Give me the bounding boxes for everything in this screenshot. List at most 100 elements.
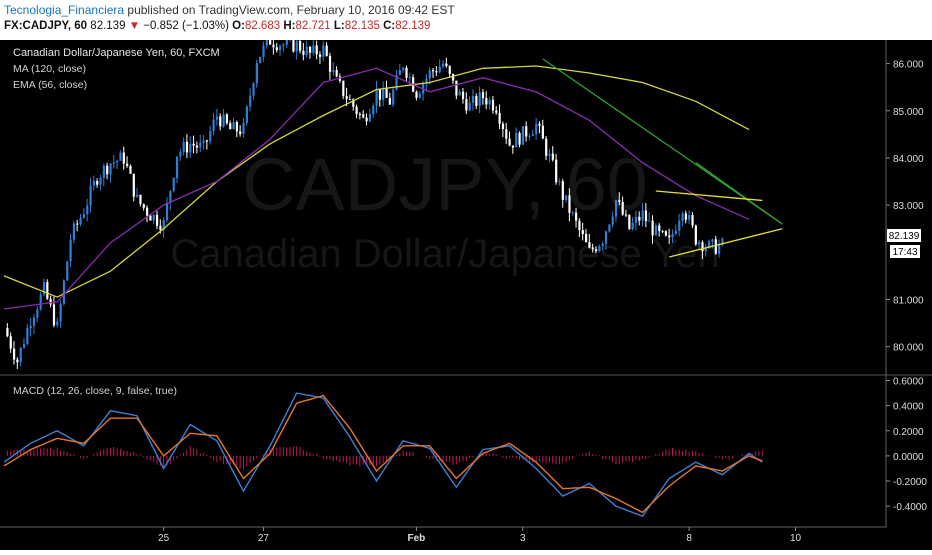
- candle-body: [624, 214, 628, 216]
- time-tick-label: 27: [258, 533, 270, 544]
- candle-body: [342, 80, 345, 97]
- price-tick-label: 81.000: [893, 296, 924, 307]
- candle-body: [26, 327, 29, 344]
- candle-body: [308, 47, 312, 53]
- candle-body: [302, 50, 305, 56]
- candle-body: [112, 162, 115, 164]
- macd-tick-label: 0.6000: [893, 377, 924, 388]
- last-price-badge: [887, 229, 921, 242]
- candle-body: [604, 231, 608, 244]
- candle-body: [425, 78, 428, 84]
- candle-body: [62, 280, 66, 304]
- candle-body: [155, 214, 159, 226]
- candle-body: [142, 204, 145, 208]
- candle-body: [398, 70, 401, 76]
- candle-body: [418, 93, 421, 98]
- candle-body: [252, 83, 255, 96]
- candle-body: [561, 181, 564, 200]
- author-link[interactable]: Tecnologia_Financiera: [4, 3, 125, 17]
- candle-body: [106, 165, 109, 175]
- candle-body: [585, 234, 588, 243]
- candle-body: [52, 304, 56, 326]
- candle-body: [49, 298, 52, 305]
- candle-body: [575, 212, 578, 221]
- candle-body: [89, 185, 92, 206]
- candle-body: [292, 37, 295, 52]
- candle-body: [688, 215, 691, 220]
- candle-body: [648, 220, 651, 222]
- candle-body: [415, 91, 418, 98]
- candle-body: [362, 114, 365, 118]
- last-price-badge-text: 82.139: [889, 231, 920, 242]
- high-value: 82.721: [295, 20, 331, 32]
- candle-body: [285, 38, 288, 45]
- candle-body: [195, 145, 199, 148]
- candle-body: [212, 119, 215, 132]
- candle-body: [39, 294, 42, 310]
- candle-body: [102, 165, 105, 178]
- candle-body: [661, 231, 664, 233]
- candle-body: [651, 220, 654, 236]
- candle-body: [202, 140, 205, 143]
- candle-body: [116, 160, 119, 163]
- candle-body: [508, 138, 511, 146]
- candle-body: [175, 156, 179, 178]
- candle-body: [19, 347, 22, 363]
- candle-body: [96, 181, 99, 185]
- candle-body: [275, 47, 278, 51]
- candle-body: [638, 216, 641, 221]
- candle-body: [438, 66, 441, 73]
- candle-body: [408, 77, 411, 79]
- trendlines-group[interactable]: [542, 58, 783, 258]
- candle-body: [42, 282, 46, 295]
- candle-body: [491, 99, 495, 111]
- candle-body: [525, 126, 528, 137]
- low-value: 82.135: [344, 20, 380, 32]
- ma-label[interactable]: MA (120, close): [13, 63, 86, 75]
- candle-body: [701, 242, 704, 252]
- candle-body: [6, 327, 9, 337]
- candle-body: [442, 63, 445, 67]
- candle-body: [109, 163, 112, 175]
- macd-line: [3, 392, 763, 518]
- candle-body: [36, 309, 39, 318]
- candle-body: [681, 213, 684, 221]
- chart-panel[interactable]: CADJPY, 60 Canadian Dollar/Japanese Yen …: [0, 30, 932, 550]
- candle-body: [711, 239, 714, 242]
- candle-body: [165, 202, 169, 221]
- candle-body: [348, 99, 352, 101]
- candle-body: [189, 143, 192, 153]
- ema-label[interactable]: EMA (56, close): [13, 79, 87, 91]
- macd-label[interactable]: MACD (12, 26, close, 9, false, true): [13, 385, 177, 397]
- ma120-line: [3, 65, 750, 298]
- candle-body: [245, 106, 248, 123]
- candle-body: [129, 165, 132, 174]
- candle-body: [668, 235, 671, 238]
- green-trendline[interactable]: [695, 162, 783, 225]
- candle-body: [16, 359, 19, 363]
- price-tick-label: 84.000: [893, 154, 924, 165]
- candle-body: [528, 135, 531, 137]
- yellow-trendline[interactable]: [668, 228, 783, 258]
- time-tick-label: 8: [686, 533, 692, 544]
- time-tick-label: 25: [158, 533, 170, 544]
- chart-svg[interactable]: CADJPY, 60 Canadian Dollar/Japanese Yen …: [0, 30, 932, 550]
- candle-body: [631, 222, 634, 230]
- candle-body: [259, 56, 262, 63]
- candle-body: [641, 210, 644, 221]
- candle-body: [205, 140, 209, 142]
- published-text: published on TradingView.com, February 1…: [124, 3, 455, 17]
- candle-body: [262, 45, 265, 57]
- candle-body: [229, 123, 232, 130]
- candle-body: [92, 181, 95, 186]
- candle-body: [332, 70, 335, 72]
- candle-body: [495, 110, 498, 113]
- watermark-name: Canadian Dollar/Japanese Yen: [170, 232, 719, 276]
- candle-body: [451, 73, 455, 81]
- candle-body: [465, 99, 468, 111]
- yellow-trendline[interactable]: [655, 190, 763, 202]
- watermark-symbol: CADJPY, 60: [242, 143, 648, 226]
- candle-body: [185, 141, 189, 153]
- candle-body: [46, 282, 49, 299]
- candle-body: [475, 96, 478, 106]
